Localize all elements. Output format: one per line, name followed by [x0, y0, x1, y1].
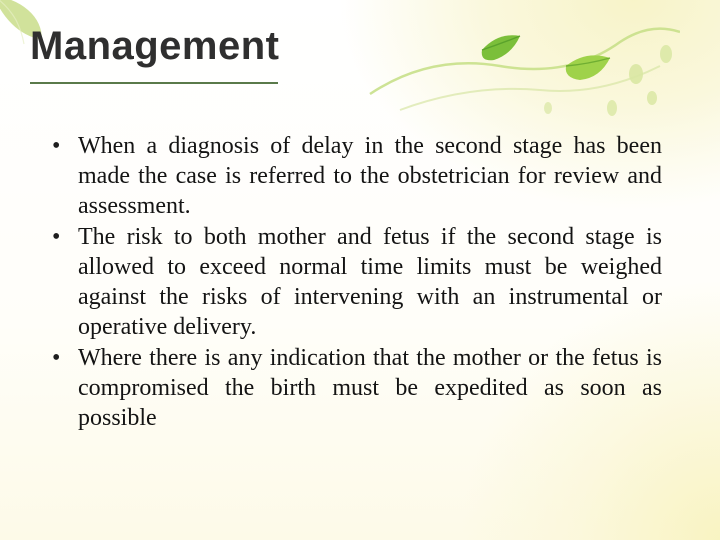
bullet-text: Where there is any indication that the m… [78, 345, 662, 431]
title-underline [30, 82, 278, 84]
bullet-text: The risk to both mother and fetus if the… [78, 224, 662, 339]
slide: Management When a diagnosis of delay in … [0, 0, 720, 540]
bullet-item: When a diagnosis of delay in the second … [50, 132, 662, 221]
flourish-decoration-icon [360, 14, 680, 134]
bullet-list: When a diagnosis of delay in the second … [50, 132, 662, 434]
bullet-item: Where there is any indication that the m… [50, 344, 662, 433]
slide-title: Management [30, 24, 280, 69]
bullet-item: The risk to both mother and fetus if the… [50, 223, 662, 342]
slide-body: When a diagnosis of delay in the second … [50, 132, 662, 436]
bullet-text: When a diagnosis of delay in the second … [78, 133, 662, 219]
